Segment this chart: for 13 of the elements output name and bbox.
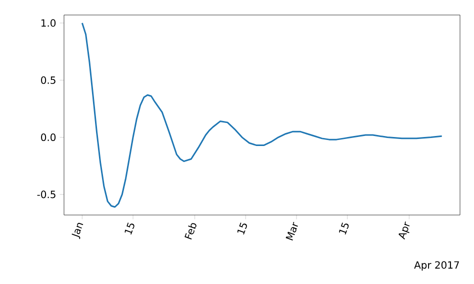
x-tick-label: Mar bbox=[286, 222, 298, 241]
x-tick-label: 15 bbox=[339, 222, 349, 235]
x-tick-label: Feb bbox=[184, 223, 196, 240]
y-tick-label: -0.5 bbox=[37, 190, 56, 198]
y-tick-label: 0.0 bbox=[41, 134, 56, 142]
x-tick-label: Apr bbox=[398, 222, 410, 240]
x-tick-label: 15 bbox=[124, 222, 134, 235]
text: Apr 2017 bbox=[414, 261, 459, 271]
x-tick-label: Jan bbox=[72, 222, 84, 240]
y-tick-label: 0.5 bbox=[41, 76, 56, 84]
line-series bbox=[81, 22, 443, 208]
y-tick-label: 1.0 bbox=[41, 19, 56, 27]
x-tick-label: 15 bbox=[237, 222, 247, 235]
